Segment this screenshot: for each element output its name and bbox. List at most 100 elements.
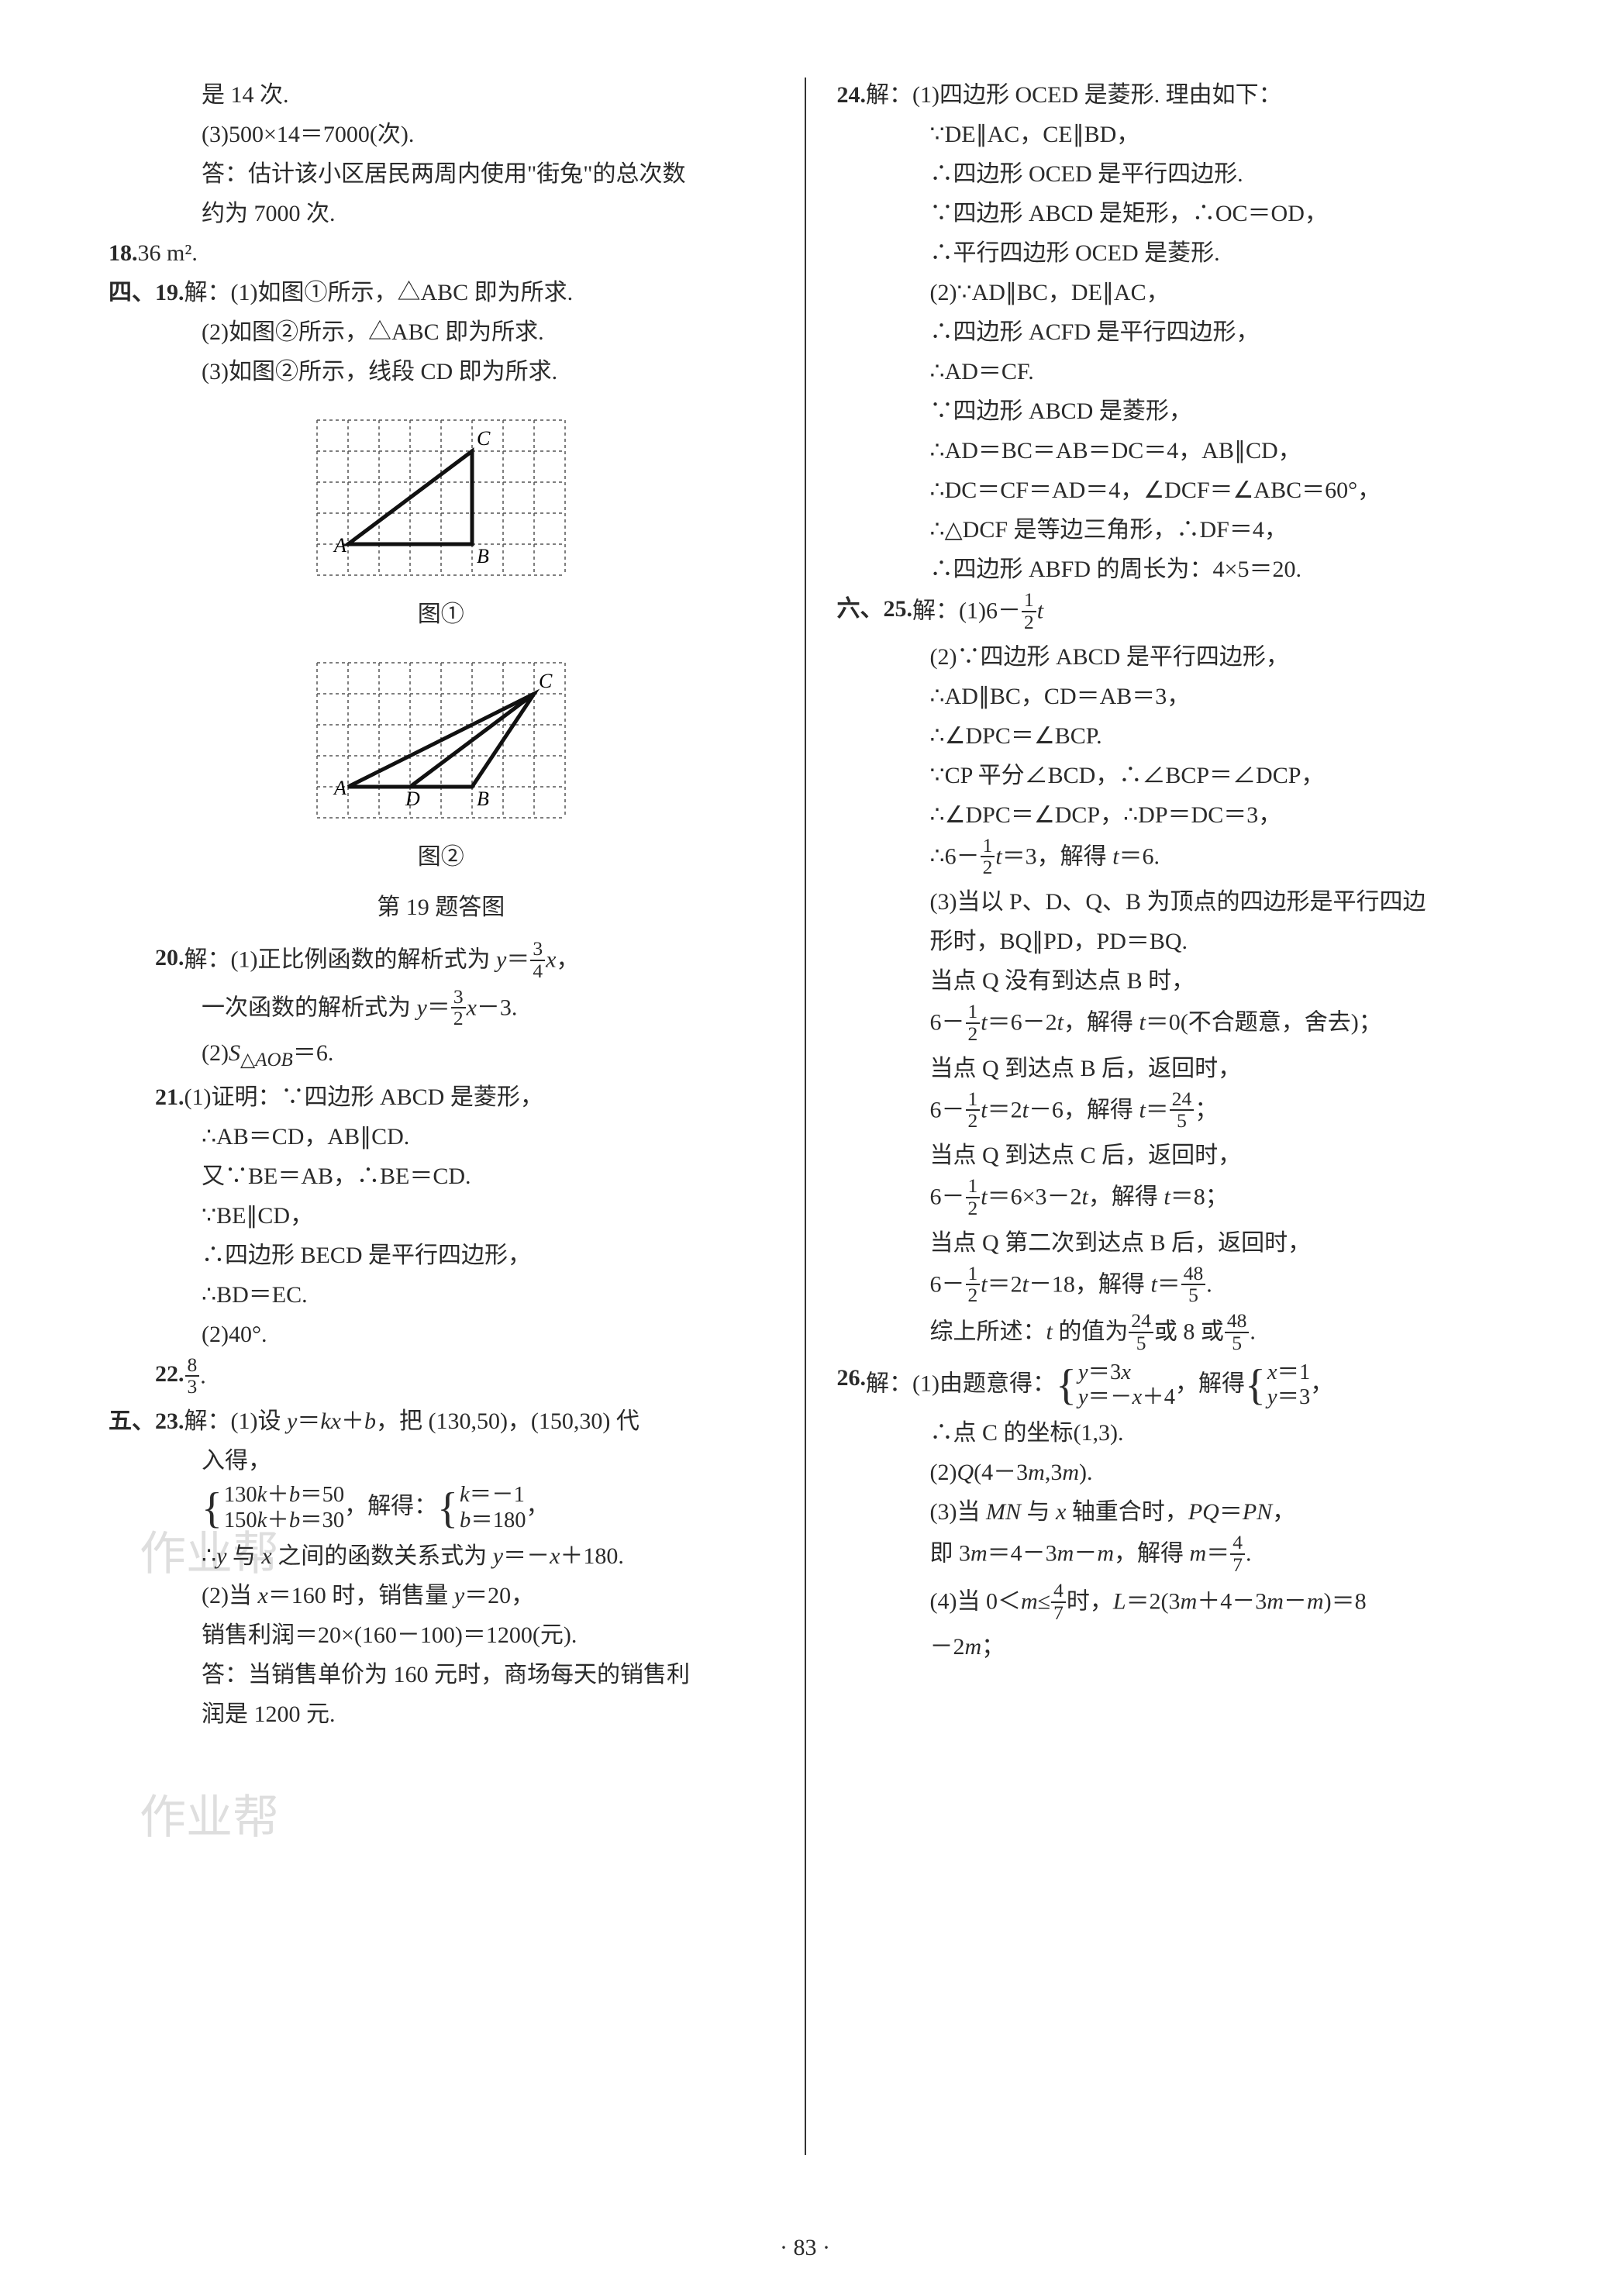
text-line: ∴6－12t＝3，解得 t＝6. (837, 837, 1502, 881)
text-line: ∴∠DPC＝∠DCP，∴DP＝DC＝3， (837, 798, 1502, 833)
text-line: 6－12t＝6－2t，解得 t＝0(不合题意，舍去)； (837, 1003, 1502, 1046)
text-line: 约为 7000 次. (109, 196, 774, 231)
line-content: ∵四边形 ABCD 是菱形， (930, 394, 1502, 429)
line-content: －2m； (930, 1629, 1502, 1664)
line-content: (4)当 0＜m≤47时，L＝2(3m＋4－3m－m)＝8 (930, 1582, 1502, 1625)
line-content: (2)当 x＝160 时，销售量 y＝20， (202, 1578, 774, 1613)
line-content: ∴四边形 OCED 是平行四边形. (930, 157, 1502, 191)
svg-text:A: A (333, 534, 346, 557)
text-line: (3)当 MN 与 x 轴重合时，PQ＝PN， (837, 1494, 1502, 1529)
line-content: ∴AB＝CD，AB∥CD. (202, 1119, 774, 1154)
line-content: 解：(1)由题意得：{y＝3xy＝－x＋4，解得{x＝1y＝3， (866, 1360, 1501, 1412)
line-content: ∴点 C 的坐标(1,3). (930, 1415, 1502, 1450)
line-content: ∴平行四边形 OCED 是菱形. (930, 236, 1502, 271)
line-content: ∵四边形 ABCD 是矩形，∴OC＝OD， (930, 196, 1502, 231)
line-content: ∵CP 平分∠BCD，∴∠BCP＝∠DCP， (930, 758, 1502, 793)
text-line: ∴△DCF 是等边三角形，∴DF＝4， (837, 512, 1502, 547)
text-line: ∴四边形 OCED 是平行四边形. (837, 157, 1502, 191)
text-line: (2)S△AOB＝6. (109, 1036, 774, 1075)
text-line: ∴四边形 ABFD 的周长为：4×5＝20. (837, 552, 1502, 587)
diagram-caption: 图① (109, 597, 774, 632)
text-line: 22. 83. (109, 1357, 774, 1400)
text-line: ∵四边形 ABCD 是菱形， (837, 394, 1502, 429)
line-content: 润是 1200 元. (202, 1697, 774, 1732)
line-content: 销售利润＝20×(160－100)＝1200(元). (202, 1618, 774, 1653)
text-line: 18. 36 m². (109, 236, 774, 271)
question-number: 26. (837, 1360, 867, 1395)
text-line: 综上所述：t 的值为245或 8 或485. (837, 1312, 1502, 1356)
answer-figure-caption: 第 19 题答图 (109, 890, 774, 925)
line-content: 解：(1)四边形 OCED 是菱形. 理由如下： (866, 78, 1501, 112)
line-content: 形时，BQ∥PD，PD＝BQ. (930, 924, 1502, 959)
text-line: 20. 解：(1)正比例函数的解析式为 y＝34x， (109, 940, 774, 984)
text-line: (2)Q(4－3m,3m). (837, 1455, 1502, 1490)
line-content: {130k＋b＝50150k＋b＝30，解得：{k＝－1b＝180， (202, 1483, 774, 1534)
line-content: 一次函数的解析式为 y＝32x－3. (202, 988, 774, 1032)
text-line: ∴四边形 ACFD 是平行四边形， (837, 315, 1502, 350)
question-number: 20. (155, 940, 184, 975)
text-line: (2)∵四边形 ABCD 是平行四边形， (837, 640, 1502, 674)
line-content: ∵DE∥AC，CE∥BD， (930, 117, 1502, 152)
svg-text:C: C (477, 427, 491, 450)
column-divider (805, 78, 806, 2155)
line-content: ∴DC＝CF＝AD＝4，∠DCF＝∠ABC＝60°， (930, 473, 1502, 508)
text-line: 26. 解：(1)由题意得：{y＝3xy＝－x＋4，解得{x＝1y＝3， (837, 1360, 1502, 1412)
line-content: (2)S△AOB＝6. (202, 1036, 774, 1075)
text-line: (2)∵AD∥BC，DE∥AC， (837, 275, 1502, 310)
text-line: ∴点 C 的坐标(1,3). (837, 1415, 1502, 1450)
line-content: 当点 Q 第二次到达点 B 后，返回时， (930, 1226, 1502, 1260)
svg-text:B: B (477, 788, 489, 810)
question-number: 18. (109, 236, 138, 271)
text-line: (2)当 x＝160 时，销售量 y＝20， (109, 1578, 774, 1613)
text-line: 答：当销售单价为 160 元时，商场每天的销售利 (109, 1657, 774, 1692)
text-line: (3)如图②所示，线段 CD 即为所求. (109, 354, 774, 389)
text-line: ∵BE∥CD， (109, 1198, 774, 1233)
line-content: (2)40°. (202, 1317, 774, 1352)
line-content: 入得， (202, 1443, 774, 1478)
line-content: 6－12t＝2t－18，解得 t＝485. (930, 1265, 1502, 1308)
text-line: 21. (1)证明：∵四边形 ABCD 是菱形， (109, 1080, 774, 1115)
line-content: ∴∠DPC＝∠DCP，∴DP＝DC＝3， (930, 798, 1502, 833)
text-line: 当点 Q 到达点 B 后，返回时， (837, 1051, 1502, 1086)
text-line: 6－12t＝2t－18，解得 t＝485. (837, 1265, 1502, 1308)
line-content: ∴6－12t＝3，解得 t＝6. (930, 837, 1502, 881)
right-column: 24. 解：(1)四边形 OCED 是菱形. 理由如下： ∵DE∥AC，CE∥BD… (837, 78, 1502, 2155)
text-line: (3)当以 P、D、Q、B 为顶点的四边形是平行四边 (837, 884, 1502, 919)
line-content: ∴∠DPC＝∠BCP. (930, 719, 1502, 753)
text-line: 当点 Q 第二次到达点 B 后，返回时， (837, 1226, 1502, 1260)
line-content: (1)证明：∵四边形 ABCD 是菱形， (184, 1080, 774, 1115)
text-line: 一次函数的解析式为 y＝32x－3. (109, 988, 774, 1032)
line-content: (2)∵AD∥BC，DE∥AC， (930, 275, 1502, 310)
question-number: 四、19. (109, 275, 184, 310)
text-line: ∴y 与 x 之间的函数关系式为 y＝－x＋180. (109, 1539, 774, 1574)
line-content: (3)如图②所示，线段 CD 即为所求. (202, 354, 774, 389)
line-content: 解：(1)正比例函数的解析式为 y＝34x， (184, 940, 774, 984)
text-line: ∴DC＝CF＝AD＝4，∠DCF＝∠ABC＝60°， (837, 473, 1502, 508)
line-content: (2)∵四边形 ABCD 是平行四边形， (930, 640, 1502, 674)
text-line: ∴平行四边形 OCED 是菱形. (837, 236, 1502, 271)
svg-text:D: D (405, 788, 420, 810)
line-content: 解：(1)6－12t (912, 591, 1501, 635)
line-content: ∴四边形 ABFD 的周长为：4×5＝20. (930, 552, 1502, 587)
svg-text:C: C (539, 670, 553, 692)
line-content: ∴四边形 BECD 是平行四边形， (202, 1238, 774, 1273)
two-column-layout: 是 14 次.(3)500×14＝7000(次).答：估计该小区居民两周内使用"… (109, 78, 1501, 2155)
text-line: 润是 1200 元. (109, 1697, 774, 1732)
question-number: 21. (155, 1080, 184, 1115)
line-content: 是 14 次. (202, 78, 774, 112)
text-line: ∴∠DPC＝∠BCP. (837, 719, 1502, 753)
question-number: 24. (837, 78, 867, 112)
text-line: 24. 解：(1)四边形 OCED 是菱形. 理由如下： (837, 78, 1502, 112)
line-content: (3)当 MN 与 x 轴重合时，PQ＝PN， (930, 1494, 1502, 1529)
text-line: 6－12t＝2t－6，解得 t＝245； (837, 1091, 1502, 1134)
text-line: ∴BD＝EC. (109, 1277, 774, 1312)
page-number: · 83 · (780, 2230, 830, 2265)
line-content: 36 m². (138, 236, 774, 271)
text-line: ∵DE∥AC，CE∥BD， (837, 117, 1502, 152)
line-content: 又∵BE＝AB，∴BE＝CD. (202, 1159, 774, 1194)
text-line: ∴AD＝CF. (837, 354, 1502, 389)
text-line: ∴AB＝CD，AB∥CD. (109, 1119, 774, 1154)
line-content: 综上所述：t 的值为245或 8 或485. (930, 1312, 1502, 1356)
line-content: 83. (184, 1357, 774, 1400)
text-line: {130k＋b＝50150k＋b＝30，解得：{k＝－1b＝180， (109, 1483, 774, 1534)
